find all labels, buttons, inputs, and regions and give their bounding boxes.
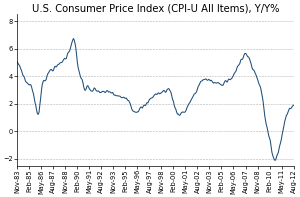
Title: U.S. Consumer Price Index (CPI-U All Items), Y/Y%: U.S. Consumer Price Index (CPI-U All Ite… (32, 4, 279, 13)
